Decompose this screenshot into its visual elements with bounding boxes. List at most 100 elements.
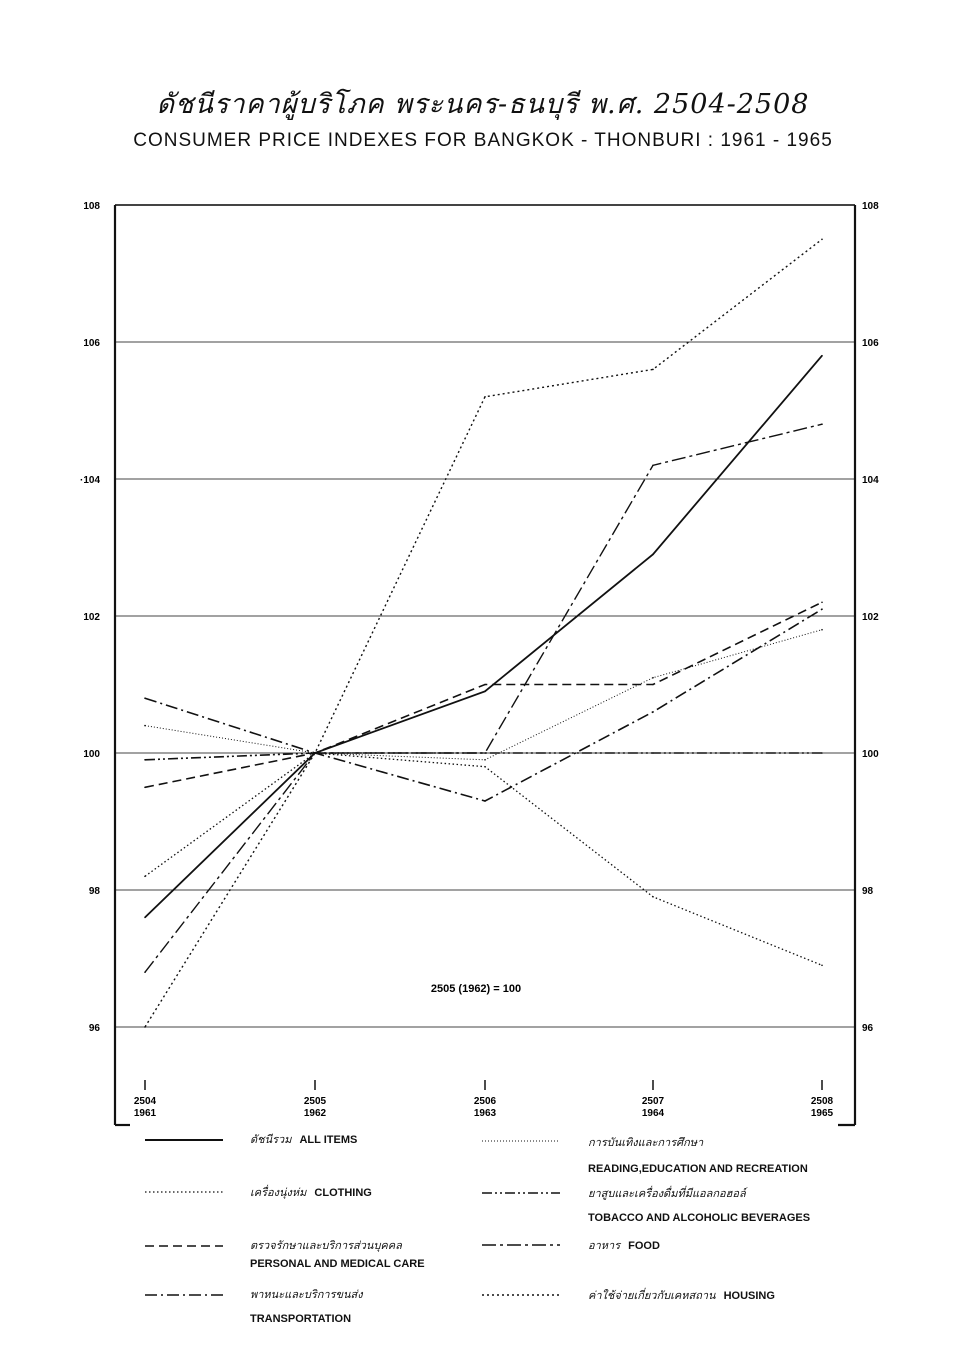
legend-item-clothing: เครื่องนุ่งห่ม CLOTHING	[250, 1183, 372, 1201]
data-point-reading-education-and-recreation	[821, 628, 823, 631]
base-year-note: 2505 (1962) = 100	[431, 983, 521, 995]
legend-label-thai: ดัชนีรวม	[250, 1133, 292, 1146]
data-point-all-items	[821, 354, 823, 357]
data-point-personal-and-medical-care	[144, 786, 146, 789]
legend-label: ALL ITEMS	[299, 1134, 358, 1146]
legend-label: TRANSPORTATION	[250, 1313, 352, 1325]
y-tick-label-right: 98	[862, 886, 874, 897]
x-tick-label-ad: 1962	[304, 1108, 327, 1119]
legend-swatch-food	[482, 1244, 560, 1246]
data-point-transportation	[484, 800, 486, 802]
y-tick-label-left: 100	[83, 749, 100, 760]
legend-swatch-reading	[482, 1140, 560, 1142]
legend-swatch-personal-medical	[145, 1245, 223, 1247]
series-line-all-items	[144, 355, 823, 919]
x-tick-label-be: 2505	[304, 1096, 327, 1107]
y-tick-label-left: 108	[83, 201, 100, 212]
data-point-tobacco-and-alcoholic-beverages	[652, 752, 654, 754]
legend-label: CLOTHING	[314, 1187, 372, 1199]
series-line-clothing	[144, 752, 823, 966]
y-tick-label-right: 104	[862, 475, 879, 486]
chart-title-english: CONSUMER PRICE INDEXES FOR BANGKOK - THO…	[133, 130, 833, 151]
data-point-housing	[144, 1026, 146, 1028]
data-point-tobacco-and-alcoholic-beverages	[144, 759, 146, 761]
data-point-personal-and-medical-care	[652, 683, 654, 686]
y-tick-label-left: 98	[89, 886, 101, 897]
series-line-reading-education-and-recreation	[144, 629, 823, 761]
x-tick-label-be: 2504	[134, 1096, 157, 1107]
legend-swatch-clothing	[145, 1191, 223, 1193]
legend-label: READING,EDUCATION AND RECREATION	[588, 1163, 808, 1175]
legend-label: PERSONAL AND MEDICAL CARE	[250, 1258, 425, 1270]
legend-swatch-tobacco	[482, 1192, 560, 1194]
legend-label: FOOD	[628, 1240, 660, 1252]
data-point-tobacco-and-alcoholic-beverages	[821, 752, 823, 754]
data-point-reading-education-and-recreation	[652, 676, 654, 679]
legend-label-thai: เครื่องนุ่งห่ม	[250, 1186, 307, 1199]
data-point-housing	[821, 238, 823, 241]
series-line-tobacco-and-alcoholic-beverages	[144, 752, 822, 761]
x-tick-label-be: 2507	[642, 1096, 665, 1107]
legend-label-thai: พาหนะและบริการขนส่ง	[250, 1288, 363, 1301]
legend-swatch-housing	[482, 1294, 560, 1296]
data-point-food	[144, 971, 146, 973]
legend-item-tobacco: ยาสูบและเครื่องดื่มที่มีแอลกอฮอล์ TOBACCO…	[588, 1184, 810, 1224]
series-line-housing	[144, 238, 823, 1028]
y-tick-label-right: 108	[862, 201, 879, 212]
x-tick-label-be: 2506	[474, 1096, 497, 1107]
data-point-housing	[652, 368, 654, 371]
y-tick-label-left: ·104	[80, 475, 100, 486]
data-point-personal-and-medical-care	[484, 683, 486, 686]
chart-title-thai: ดัชนีราคาผู้บริโภค พระนคร-ธนบุรี พ.ศ. 25…	[156, 89, 810, 120]
data-point-reading-education-and-recreation	[484, 759, 486, 761]
legend-item-personal-medical: ตรวจรักษาและบริการส่วนบุคคล PERSONAL AND …	[250, 1236, 425, 1270]
legend-swatch-all-items	[145, 1139, 223, 1141]
legend-item-housing: ค่าใช้จ่ายเกี่ยวกับเคหสถาน HOUSING	[588, 1286, 775, 1304]
data-point-clothing	[484, 765, 486, 768]
data-point-clothing	[144, 875, 146, 878]
x-tick-label-ad: 1964	[642, 1108, 665, 1119]
y-tick-label-right: 100	[862, 749, 879, 760]
x-tick-label-ad: 1963	[474, 1108, 497, 1119]
data-point-reading-education-and-recreation	[144, 724, 146, 727]
legend-item-transportation: พาหนะและบริการขนส่ง TRANSPORTATION	[250, 1285, 371, 1325]
legend-item-reading: การบันเทิงและการศึกษา READING,EDUCATION A…	[588, 1133, 808, 1175]
y-tick-label-right: 102	[862, 612, 879, 623]
data-point-all-items	[484, 690, 486, 693]
data-point-all-items	[652, 553, 654, 556]
legend-label-thai: ยาสูบและเครื่องดื่มที่มีแอลกอฮอล์	[588, 1187, 746, 1200]
legend-swatch-transportation	[145, 1294, 223, 1296]
legend-label-thai: อาหาร	[588, 1239, 621, 1252]
legend-item-food: อาหาร FOOD	[588, 1236, 660, 1254]
legend-label-thai: ค่าใช้จ่ายเกี่ยวกับเคหสถาน	[588, 1289, 716, 1302]
data-point-clothing	[821, 964, 823, 967]
series-line-personal-and-medical-care	[144, 601, 823, 789]
legend-label: TOBACCO AND ALCOHOLIC BEVERAGES	[588, 1212, 811, 1224]
x-tick-label-ad: 1965	[811, 1108, 834, 1119]
x-tick-label-ad: 1961	[134, 1108, 157, 1119]
data-point-food	[484, 752, 486, 754]
series-line-food	[144, 423, 823, 973]
y-tick-label-right: 96	[862, 1023, 874, 1034]
data-point-clothing	[652, 896, 654, 898]
data-point-housing	[314, 752, 316, 754]
data-point-food	[821, 423, 823, 426]
y-tick-label-left: 96	[89, 1023, 101, 1034]
data-point-housing	[484, 396, 486, 398]
y-tick-label-right: 106	[862, 338, 879, 349]
legend-label-thai: ตรวจรักษาและบริการส่วนบุคคล	[250, 1239, 402, 1252]
data-point-food	[652, 464, 654, 467]
data-point-transportation	[144, 697, 146, 699]
data-point-all-items	[144, 916, 146, 919]
data-point-personal-and-medical-care	[821, 601, 823, 604]
data-point-transportation	[652, 711, 654, 713]
y-tick-label-left: 106	[83, 338, 100, 349]
y-tick-label-left: 102	[83, 612, 100, 623]
legend-item-all-items: ดัชนีรวม ALL ITEMS	[250, 1130, 357, 1148]
legend-label: HOUSING	[723, 1290, 775, 1302]
x-tick-label-be: 2508	[811, 1096, 834, 1107]
data-point-transportation	[821, 608, 823, 610]
legend-label-thai: การบันเทิงและการศึกษา	[588, 1136, 704, 1149]
series-line-transportation	[144, 608, 823, 802]
